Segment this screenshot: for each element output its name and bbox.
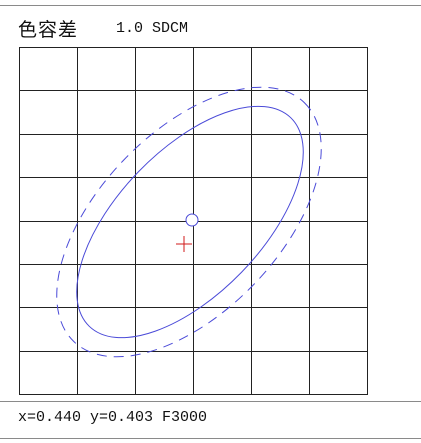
top-divider [0,5,421,6]
center-point-marker [185,213,199,227]
tolerance-value: 1.0 SDCM [116,20,189,37]
measured-point-cross [176,236,192,252]
coordinate-readout: x=0.440 y=0.403 F3000 [18,409,208,426]
inner-tolerance-ellipse [76,105,304,339]
footer-divider [0,438,421,439]
page-title: 色容差 [18,19,79,41]
color-tolerance-plot [19,47,368,395]
outer-tolerance-ellipse [56,86,322,358]
bottom-divider [0,401,421,402]
grid [19,47,368,395]
